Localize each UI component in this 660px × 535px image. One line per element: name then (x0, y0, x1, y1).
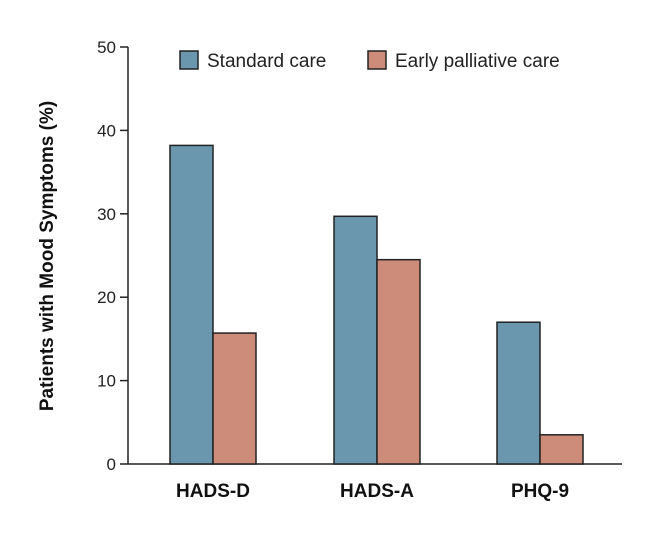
bar-group (169, 144, 584, 465)
legend-label: Standard care (207, 51, 326, 72)
y-axis-ticks: 0 10 20 30 40 50 (97, 38, 128, 474)
bar-standard-care-hads-a (333, 215, 378, 465)
bar-early-palliative-care-hads-d (212, 332, 257, 465)
x-axis-categories: HADS-D HADS-A PHQ-9 (176, 481, 569, 502)
x-category-label: HADS-A (340, 481, 414, 502)
legend-swatch (367, 50, 387, 70)
bar-early-palliative-care-hads-a (376, 258, 421, 465)
y-tick-label: 0 (107, 455, 116, 474)
x-category-label: HADS-D (176, 481, 250, 502)
bar-early-palliative-care-phq-9 (539, 434, 584, 465)
y-tick-label: 40 (97, 121, 116, 140)
y-axis-title: Patients with Mood Symptoms (%) (37, 101, 58, 411)
legend-swatch (179, 50, 199, 70)
bar-standard-care-phq-9 (496, 321, 541, 465)
x-category-label: PHQ-9 (511, 481, 569, 502)
y-tick-label: 50 (97, 38, 116, 57)
y-tick-label: 10 (97, 372, 116, 391)
y-tick-label: 30 (97, 205, 116, 224)
legend-label: Early palliative care (395, 51, 560, 72)
legend: Standard care Early palliative care (179, 50, 560, 72)
y-tick-label: 20 (97, 288, 116, 307)
bar-standard-care-hads-d (169, 144, 214, 465)
